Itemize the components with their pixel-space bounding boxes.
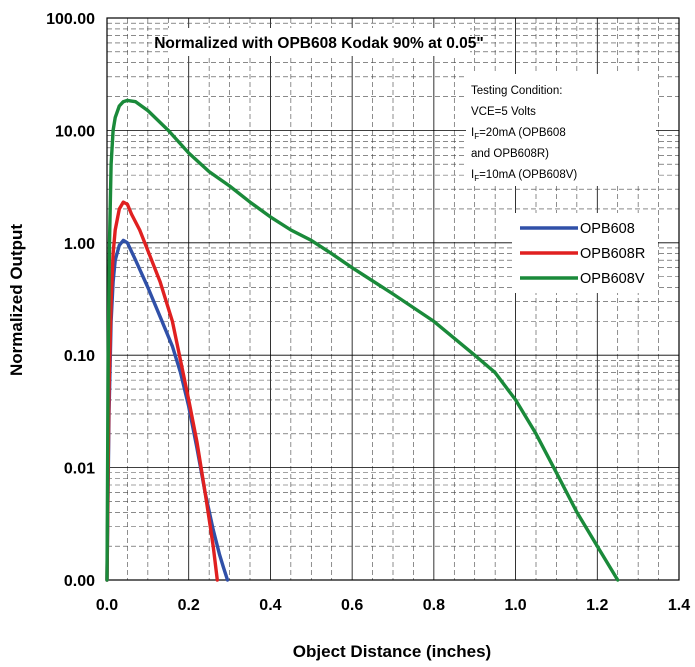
x-tick-label: 1.2 [586, 597, 608, 614]
annotation-line-5: IF=10mA (OPB608V) [471, 169, 577, 183]
annotation-line-4: and OPB608R) [471, 148, 549, 160]
series-line-opb608v [105, 98, 620, 582]
x-axis-title: Object Distance (inches) [293, 642, 491, 661]
y-tick-label: 0.01 [64, 461, 95, 478]
annotation-line-5-subscript: F [474, 174, 479, 183]
x-tick-label: 1.0 [504, 597, 526, 614]
annotation-line-3: IF=20mA (OPB608 [471, 127, 566, 141]
x-tick-label: 0.8 [423, 597, 445, 614]
y-tick-label: 100.00 [46, 11, 95, 28]
annotation-background [466, 74, 656, 186]
y-tick-label: 1.00 [64, 236, 95, 253]
plot-area [106, 17, 680, 581]
annotation-line-3-subscript: F [474, 132, 479, 141]
legend-label-opb608r: OPB608R [580, 246, 645, 262]
annotation-line-5-text: =10mA (OPB608V) [479, 169, 577, 181]
x-tick-label: 0.4 [259, 597, 281, 614]
y-tick-labels: 0.00 0.01 0.10 1.00 10.00 100.00 [46, 11, 95, 590]
series-line-opb608r [105, 200, 219, 582]
annotation-line-1: Testing Condition: [471, 85, 562, 97]
x-tick-label: 0.0 [96, 597, 118, 614]
legend-label-opb608v: OPB608V [580, 271, 645, 287]
legend-label-opb608: OPB608 [580, 221, 635, 237]
x-tick-label: 1.4 [668, 597, 690, 614]
legend: OPB608 OPB608R OPB608V [512, 213, 658, 293]
annotation-line-3-text: =20mA (OPB608 [479, 127, 566, 139]
title-background [168, 28, 470, 56]
y-tick-label: 0.00 [64, 573, 95, 590]
series-layer [105, 98, 620, 582]
x-tick-labels: 0.0 0.2 0.4 0.6 0.8 1.0 1.2 1.4 [96, 597, 690, 614]
x-tick-label: 0.6 [341, 597, 363, 614]
chart-title: Normalized with OPB608 Kodak 90% at 0.05… [154, 35, 484, 52]
annotation-line-2: VCE=5 Volts [471, 106, 536, 118]
x-tick-label: 0.2 [178, 597, 200, 614]
y-tick-label: 10.00 [55, 123, 95, 140]
y-axis-title: Normalized Output [7, 224, 26, 376]
y-tick-label: 0.10 [64, 348, 95, 365]
